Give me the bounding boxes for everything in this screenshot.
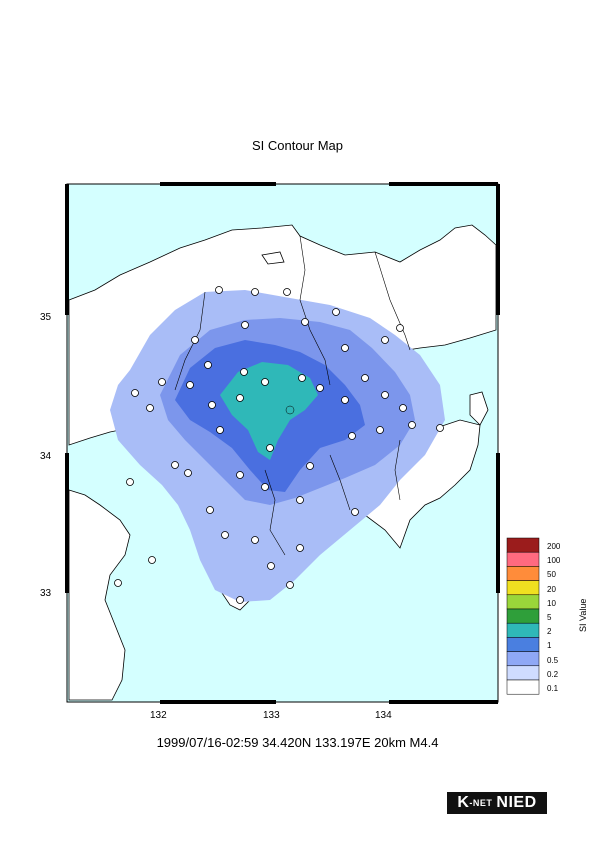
legend-label-0-2: 0.2: [547, 669, 559, 679]
legend-label-5: 5: [547, 613, 552, 622]
legend-label-0-1: 0.1: [547, 684, 559, 693]
legend-label-0-5: 0.5: [547, 655, 559, 665]
legend-swatch-5: [506, 608, 540, 624]
legend-colorbar: [506, 537, 540, 695]
land-awaji: [469, 391, 489, 426]
legend-label-1: 1: [547, 641, 552, 651]
legend-swatch-1: [506, 637, 540, 652]
land-oki: [261, 251, 285, 265]
epicenter-area: [285, 405, 295, 415]
legend-label-20: 20: [547, 584, 556, 594]
lon-label-132: 132: [150, 710, 167, 721]
legend-swatch-10: [506, 594, 540, 610]
logo-net: -NET: [469, 798, 493, 808]
lat-label-33: 33: [40, 588, 52, 599]
legend-swatch-20: [506, 580, 540, 596]
legend-swatch-100: [506, 551, 540, 567]
legend-swatch-2: [506, 622, 540, 638]
lon-label-133: 133: [263, 710, 280, 721]
legend-title: SI Value: [578, 598, 588, 632]
frame-ticks: [65, 182, 500, 704]
logo-k: K: [457, 794, 470, 811]
lat-label-35: 35: [40, 312, 52, 323]
land-kyushu: [68, 489, 131, 701]
map-title: SI Contour Map: [251, 138, 344, 153]
legend-label-10: 10: [547, 598, 556, 608]
legend-label-50: 50: [547, 570, 556, 580]
si-contours: [110, 290, 445, 602]
legend-swatch-200: [506, 537, 540, 553]
legend-swatch-50: [506, 566, 540, 581]
legend-swatch-0-5: [506, 651, 540, 667]
event-caption: 1999/07/16-02:59 34.420N 133.197E 20km M…: [156, 735, 439, 750]
legend-label-100: 100: [547, 556, 561, 566]
contour-si-2: [220, 362, 318, 460]
legend-label-2: 2: [547, 627, 552, 637]
logo-nied: NIED: [496, 794, 537, 811]
prefecture-borders: [174, 235, 411, 556]
legend-swatch-0-1: [506, 679, 540, 695]
lat-label-34: 34: [40, 451, 52, 462]
legend-swatch-0-2: [506, 665, 540, 681]
station-markers: [114, 286, 444, 604]
lon-label-134: 134: [375, 710, 392, 721]
legend-label-200: 200: [547, 542, 561, 551]
knet-nied-logo: K -NET NIED: [447, 792, 547, 814]
